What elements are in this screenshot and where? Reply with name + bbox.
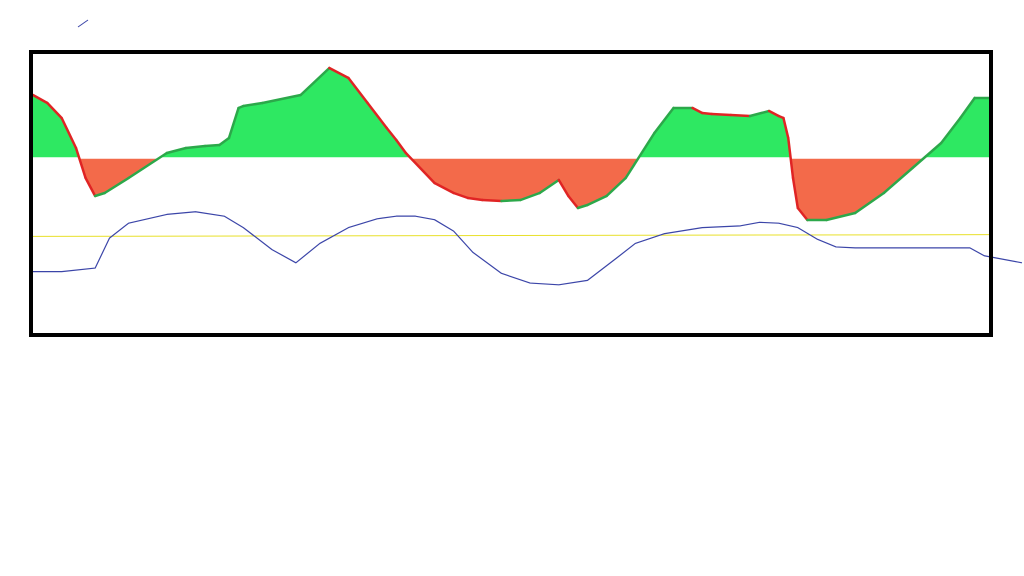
area-edge-26: [481, 198, 503, 203]
area-edge-28: [519, 191, 541, 202]
positive-area-2: [159, 68, 411, 158]
area-edge-54: [939, 116, 962, 145]
area-edge-29: [538, 178, 561, 195]
area-edge-40: [710, 112, 733, 117]
area-edge-12: [227, 106, 240, 140]
area-edge-36: [653, 106, 675, 135]
area-edge-47: [791, 176, 800, 210]
area-edge-34: [605, 176, 627, 198]
negative-area-1: [79, 158, 160, 196]
area-edge-48: [796, 206, 809, 222]
negative-area-5: [790, 158, 924, 220]
area-edge-35: [624, 131, 656, 180]
area-edge-20: [385, 126, 398, 142]
area-edge-16: [299, 66, 331, 97]
positive-area-0: [33, 95, 80, 158]
area-edge-5: [93, 191, 106, 198]
area-edge-33: [586, 194, 608, 207]
area-edge-11: [218, 136, 231, 147]
area-edge-41: [729, 113, 752, 118]
area-edge-6: [103, 176, 130, 195]
chart-frame: [29, 50, 993, 337]
area-edge-1: [46, 101, 63, 120]
reference-line: [32, 234, 990, 237]
area-edge-15: [261, 93, 302, 105]
area-edge-43: [767, 109, 780, 118]
secondary-line: [33, 211, 1023, 286]
positive-area-4: [638, 108, 791, 158]
area-edge-52: [882, 166, 914, 195]
positive-area-6: [923, 98, 989, 158]
area-edge-22: [404, 151, 436, 185]
area-edge-23: [433, 181, 455, 195]
area-edge-14: [242, 101, 264, 108]
area-edge-51: [853, 191, 886, 215]
area-edge-9: [184, 144, 207, 150]
area-edge-32: [576, 203, 589, 210]
area-edge-24: [452, 191, 470, 200]
area-edge-42: [748, 109, 771, 118]
area-edge-45: [782, 116, 790, 140]
area-edge-46: [786, 136, 795, 180]
area-edge-19: [366, 101, 388, 130]
area-edge-50: [825, 211, 857, 222]
area-edge-3: [74, 146, 87, 180]
area-edge-0: [31, 93, 49, 105]
area-edge-17: [328, 66, 350, 80]
area-edge-53: [911, 141, 943, 170]
area-edge-10: [203, 143, 221, 148]
area-edge-27: [500, 198, 522, 203]
area-edge-2: [60, 116, 78, 150]
area-edge-55: [959, 96, 976, 120]
area-edge-8: [165, 146, 188, 155]
area-edge-25: [466, 196, 484, 202]
plot-layer: [31, 66, 1023, 286]
negative-area-3: [410, 158, 639, 208]
area-edge-39: [700, 111, 714, 116]
area-edge-38: [691, 106, 704, 115]
area-edge-30: [557, 178, 570, 198]
area-edge-7: [127, 151, 169, 180]
area-edge-18: [347, 76, 369, 105]
area-edge-31: [567, 194, 580, 210]
area-edge-21: [395, 138, 408, 155]
corner-stroke: [77, 19, 89, 28]
area-edge-4: [84, 176, 97, 198]
